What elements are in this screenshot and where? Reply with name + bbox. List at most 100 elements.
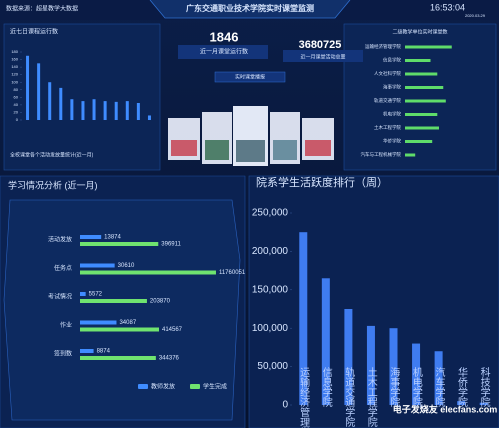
- category-label: 土木工程学院: [374, 124, 401, 131]
- broadcast-frame: [214, 71, 286, 83]
- y-tick-label: 200,000: [252, 246, 289, 257]
- bar: [37, 63, 41, 120]
- category-label: 签到数: [54, 350, 72, 358]
- bar: [48, 82, 52, 120]
- bar: [80, 292, 86, 296]
- broadcast-cards: [168, 106, 334, 166]
- value-label: 30610: [118, 263, 135, 269]
- bar: [457, 401, 466, 405]
- category-label: 人文社科学院: [374, 70, 401, 77]
- y-tick-label: 250,000: [252, 208, 289, 219]
- x-tick-label: 轨道交通学院: [343, 366, 355, 428]
- value-label: 344376: [159, 356, 180, 362]
- legend-label: 学生完成: [203, 383, 227, 391]
- stat-value: 3680725: [299, 39, 342, 51]
- bar: [125, 101, 129, 120]
- bar: [80, 320, 117, 325]
- caption: 全校课堂各个活动发放量统计(近一月): [10, 151, 94, 158]
- y-tick-label: 0: [282, 400, 288, 411]
- bar: [299, 232, 308, 405]
- y-tick-label: 80: [14, 87, 19, 92]
- value-label: 13874: [104, 235, 121, 241]
- y-tick-label: 50,000: [257, 361, 288, 372]
- legend-label: 教师发放: [151, 383, 175, 391]
- bar: [80, 349, 94, 353]
- value-label: 5572: [89, 292, 103, 298]
- bar: [103, 101, 107, 120]
- category-label: 机电学院: [383, 111, 401, 118]
- value-label: 414567: [162, 327, 183, 333]
- bar: [366, 325, 375, 405]
- bar: [344, 309, 353, 405]
- category-label: 活动发放: [48, 236, 72, 244]
- panel: [3, 23, 161, 171]
- bar: [405, 126, 439, 130]
- y-tick-label: 0: [16, 117, 19, 122]
- x-tick-label: 信息学院: [320, 367, 332, 408]
- category-label: 信息学院: [383, 57, 401, 64]
- x-tick-label: 运输经济管理学院: [298, 367, 310, 428]
- bar: [405, 153, 416, 157]
- category-label: 考试情况: [48, 293, 72, 301]
- y-tick-label: 60: [14, 94, 19, 99]
- x-tick-label: 机电学院: [410, 366, 422, 408]
- title-frame: [149, 0, 351, 19]
- stat-box: [178, 45, 268, 59]
- date: 2020.03.29: [465, 13, 486, 18]
- category-label: 任务点: [54, 264, 72, 272]
- panel-title: 二级教学单位实时课堂数: [392, 28, 447, 35]
- bar: [114, 101, 118, 120]
- x-tick-label: 土木工程学院: [365, 366, 377, 428]
- broadcast-title: 实时课堂播报: [235, 73, 265, 80]
- legend-swatch: [190, 384, 200, 389]
- bar: [479, 402, 488, 405]
- card-image: [205, 140, 229, 160]
- bar: [405, 72, 438, 76]
- y-tick-label: 100: [11, 79, 18, 84]
- bar: [405, 86, 444, 89]
- bar: [80, 242, 159, 246]
- x-tick-label: 海事学院: [388, 366, 400, 408]
- x-tick-label: 汽车学院: [433, 366, 445, 408]
- bar: [70, 99, 74, 120]
- y-tick-label: 20: [14, 110, 19, 115]
- bar: [434, 351, 443, 405]
- clock: 16:53:04: [430, 2, 465, 12]
- panel-frame: [3, 199, 241, 421]
- bar: [136, 103, 140, 120]
- y-tick-label: 160: [11, 57, 18, 62]
- panel-title: 院系学生活跃度排行（周）: [256, 175, 388, 189]
- value-label: 11760051: [219, 270, 246, 276]
- category-label: 汽车与工程机械学院: [361, 151, 402, 158]
- bar: [80, 235, 102, 239]
- card-image: [305, 140, 331, 156]
- value-label: 34087: [119, 320, 136, 326]
- y-tick-label: 100,000: [252, 323, 289, 334]
- category-label: 运输经济管理学院: [365, 43, 401, 50]
- bar: [80, 327, 160, 332]
- bar: [405, 113, 438, 116]
- value-label: 8874: [97, 349, 111, 355]
- stat-box: [283, 50, 363, 62]
- panel-title: 近七日课程运行数: [10, 28, 58, 36]
- watermark: 电子发烧友 elecfans.com: [393, 403, 498, 414]
- bar: [389, 328, 398, 405]
- value-label: 203870: [150, 299, 171, 305]
- bar: [405, 99, 446, 103]
- stat-label: 近一月课堂运行数: [200, 48, 248, 56]
- bar: [147, 115, 151, 120]
- x-tick-label: 科技学院: [478, 366, 490, 408]
- bar: [321, 278, 330, 405]
- stat-value: 1846: [210, 29, 239, 44]
- value-label: 396911: [161, 242, 181, 248]
- y-tick-label: 180: [11, 49, 18, 54]
- category-label: 作业: [60, 321, 72, 329]
- y-tick-label: 150,000: [252, 284, 289, 295]
- category-label: 轨道交通学院: [374, 97, 401, 104]
- source: 数据来源：超星教学大数据: [6, 5, 78, 13]
- card-image: [171, 140, 197, 156]
- card-image: [236, 140, 265, 162]
- bar: [80, 263, 115, 268]
- category-label: 海事学院: [383, 84, 401, 91]
